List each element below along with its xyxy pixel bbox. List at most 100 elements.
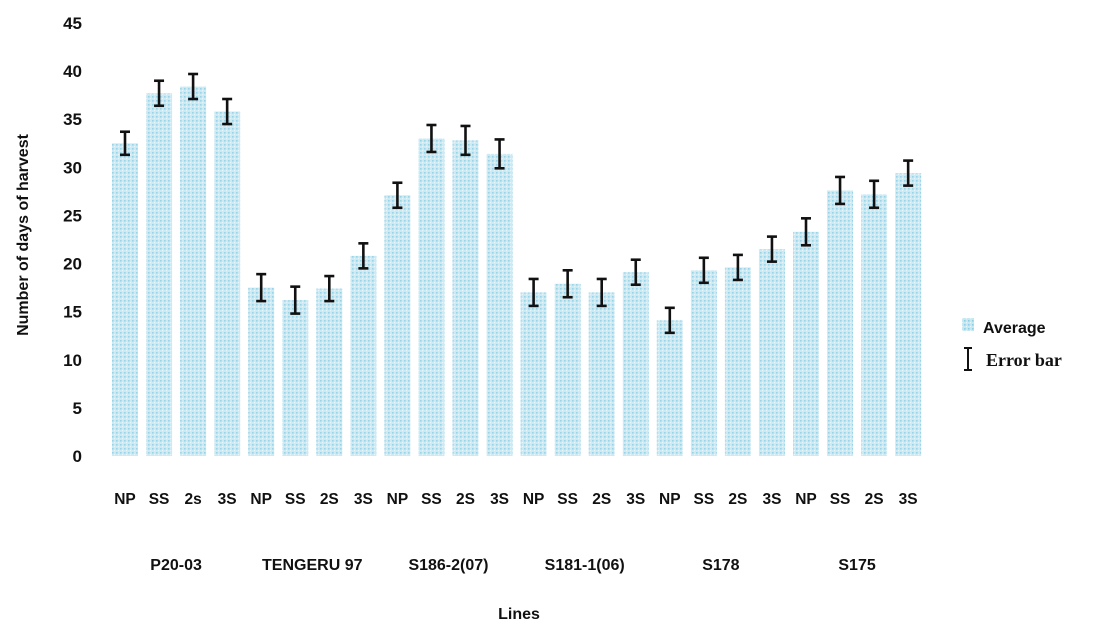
x-category-label-1: SS [149,491,170,508]
y-tick-label-40: 40 [63,62,82,81]
error-bar-15 [630,258,641,287]
legend-average-swatch [962,318,974,331]
x-group-label-0: P20-03 [150,557,202,574]
bar-6 [316,288,343,456]
x-group-label-1: TENGERU 97 [262,557,363,574]
y-tick-label-0: 0 [73,447,82,466]
x-group-label-2: S186-2(07) [408,557,488,574]
legend-error-bar-symbol [964,347,972,371]
bar-23 [895,173,922,456]
bar-10 [452,140,479,456]
x-group-label-4: S178 [702,557,739,574]
error-bar-9 [426,123,437,154]
error-bars-layer [120,72,914,335]
x-category-label-20: NP [795,491,817,508]
x-category-label-15: 3S [626,491,645,508]
x-category-label-13: SS [557,491,578,508]
x-category-label-8: NP [387,491,409,508]
error-bar-10 [460,124,471,157]
x-category-label-18: 2S [728,491,747,508]
x-category-label-23: 3S [899,491,918,508]
bar-13 [554,283,581,456]
bar-18 [724,267,751,456]
bar-5 [282,300,309,456]
error-bar-11 [494,138,505,170]
x-category-label-11: 3S [490,491,509,508]
error-bar-19 [766,235,777,263]
error-bar-17 [698,256,709,285]
bar-11 [486,153,513,456]
bar-2 [180,86,207,457]
error-bar-13 [562,268,573,299]
x-category-label-14: 2S [592,491,611,508]
x-category-label-7: 3S [354,491,373,508]
bar-3 [214,111,241,456]
y-tick-labels: 0 5 10 15 20 25 30 35 40 45 [63,14,82,466]
y-tick-label-5: 5 [73,399,82,418]
y-tick-label-45: 45 [63,14,82,33]
group-labels: P20-03 TENGERU 97 S186-2(07) S181-1(06) S178… [150,557,876,574]
error-bar-6 [324,274,335,303]
error-bar-3 [222,97,233,126]
bars-layer [112,86,922,457]
bar-12 [520,292,547,456]
bar-7 [350,255,377,456]
error-bar-23 [903,159,914,187]
x-category-label-9: SS [421,491,442,508]
x-category-label-6: 2S [320,491,339,508]
error-bar-1 [154,79,165,108]
y-tick-label-10: 10 [63,351,82,370]
error-bar-0 [120,130,130,157]
bar-22 [861,194,888,456]
bar-20 [793,231,819,456]
bar-0 [112,143,138,456]
bar-8 [384,195,411,456]
x-group-label-3: S181-1(06) [545,557,625,574]
y-tick-label-25: 25 [63,206,82,225]
error-bar-12 [528,277,539,308]
bar-15 [622,272,649,456]
x-category-label-4: NP [250,491,272,508]
x-category-label-2: 2s [184,491,201,508]
error-bar-20 [801,217,811,247]
y-tick-label-20: 20 [63,255,82,274]
error-bar-5 [290,285,301,315]
legend-average-label: Average [983,320,1046,337]
legend-error-bar-label: Error bar [986,350,1062,370]
bar-4 [248,287,275,456]
bar-9 [418,138,445,456]
x-category-label-17: SS [694,491,715,508]
y-tick-label-15: 15 [63,303,82,322]
error-bar-16 [664,306,675,335]
y-axis-title: Number of days of harvest [15,133,32,336]
error-bar-21 [835,175,846,206]
x-category-label-19: 3S [762,491,781,508]
category-labels: NP SS 2s 3S NP SS 2S 3S NP SS 2S 3S NP SS 2S 3S NP SS 2S 3S… [114,491,917,508]
legend: Average Error bar [962,318,1062,371]
error-bar-14 [596,277,607,308]
error-bar-18 [732,253,743,282]
x-category-label-22: 2S [865,491,884,508]
x-category-label-3: 3S [218,491,237,508]
bar-19 [758,249,785,456]
x-category-label-0: NP [114,491,136,508]
x-group-label-5: S175 [838,557,875,574]
x-axis-title: Lines [498,606,540,623]
error-bar-2 [188,72,199,101]
bar-14 [588,292,615,456]
error-bar-4 [256,272,267,303]
error-bar-7 [358,242,369,270]
bar-16 [656,320,683,456]
y-tick-label-35: 35 [63,110,82,129]
bar-1 [146,93,173,457]
error-bar-8 [392,181,403,210]
error-bar-22 [869,179,880,210]
x-category-label-12: NP [523,491,545,508]
x-category-label-21: SS [830,491,851,508]
x-category-label-16: NP [659,491,681,508]
y-tick-label-30: 30 [63,158,82,177]
x-category-label-10: 2S [456,491,475,508]
x-category-label-5: SS [285,491,306,508]
bar-21 [827,190,854,456]
